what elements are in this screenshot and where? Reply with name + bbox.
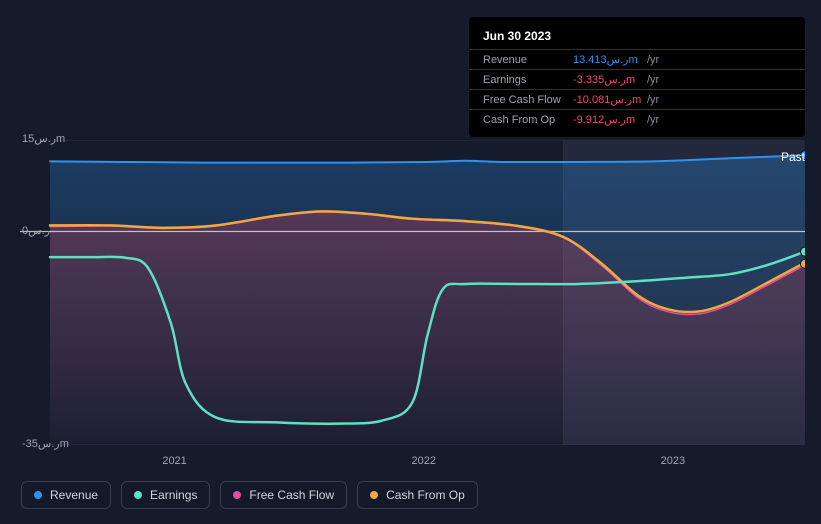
tooltip-row-fcf: Free Cash Flow -10.081ر.سm /yr bbox=[469, 89, 805, 109]
tooltip-unit: /yr bbox=[647, 94, 659, 106]
y-tick-label: -35ر.سm bbox=[22, 437, 69, 450]
y-tick-label: 15ر.سm bbox=[22, 132, 65, 145]
x-tick-label: 2022 bbox=[411, 455, 435, 467]
past-label: Past bbox=[781, 150, 805, 164]
chart-container: Jun 30 2023 Revenue 13.413ر.سm /yr Earni… bbox=[0, 0, 821, 524]
legend-dot bbox=[34, 491, 42, 499]
x-tick-label: 2021 bbox=[162, 455, 186, 467]
legend-dot bbox=[370, 491, 378, 499]
tooltip-label: Revenue bbox=[483, 54, 573, 66]
legend-dot bbox=[134, 491, 142, 499]
tooltip-row-earnings: Earnings -3.335ر.سm /yr bbox=[469, 69, 805, 89]
legend-item-fcf[interactable]: Free Cash Flow bbox=[220, 481, 347, 509]
tooltip-unit: /yr bbox=[647, 54, 659, 66]
tooltip-value: -3.335ر.سm bbox=[573, 73, 643, 86]
tooltip-label: Free Cash Flow bbox=[483, 94, 573, 106]
legend-item-revenue[interactable]: Revenue bbox=[21, 481, 111, 509]
legend-label: Cash From Op bbox=[386, 488, 465, 502]
legend-dot bbox=[233, 491, 241, 499]
tooltip-row-revenue: Revenue 13.413ر.سm /yr bbox=[469, 49, 805, 69]
legend-item-earnings[interactable]: Earnings bbox=[121, 481, 210, 509]
tooltip-unit: /yr bbox=[647, 114, 659, 126]
chart-area: 15ر.سm 0ر.س -35ر.سm 2021 2022 2023 bbox=[0, 125, 821, 475]
legend-label: Earnings bbox=[150, 488, 197, 502]
legend-label: Free Cash Flow bbox=[249, 488, 334, 502]
tooltip-unit: /yr bbox=[647, 74, 659, 86]
y-tick-label: 0ر.س bbox=[22, 224, 50, 237]
tooltip-value: -10.081ر.سm bbox=[573, 93, 643, 106]
data-tooltip: Jun 30 2023 Revenue 13.413ر.سm /yr Earni… bbox=[469, 17, 805, 137]
legend-item-cfo[interactable]: Cash From Op bbox=[357, 481, 478, 509]
tooltip-label: Cash From Op bbox=[483, 114, 573, 126]
tooltip-label: Earnings bbox=[483, 74, 573, 86]
tooltip-value: 13.413ر.سm bbox=[573, 53, 643, 66]
legend: Revenue Earnings Free Cash Flow Cash Fro… bbox=[21, 481, 478, 509]
chart-svg bbox=[20, 140, 805, 445]
x-tick-label: 2023 bbox=[661, 455, 685, 467]
legend-label: Revenue bbox=[50, 488, 98, 502]
tooltip-date: Jun 30 2023 bbox=[469, 25, 805, 49]
